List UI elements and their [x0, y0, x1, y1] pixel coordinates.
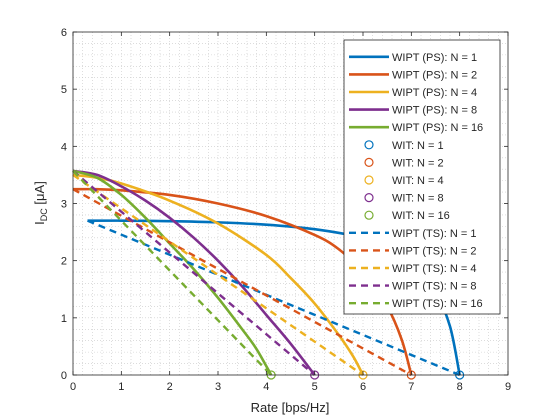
x-tick-label: 7 — [408, 381, 414, 393]
y-tick-label: 5 — [61, 84, 67, 96]
legend-label: WIPT (TS): N = 8 — [392, 281, 476, 293]
legend-label: WIPT (PS): N = 4 — [392, 87, 477, 99]
legend-label: WIT: N = 2 — [392, 157, 444, 169]
legend-label: WIT: N = 1 — [392, 140, 444, 152]
legend-label: WIPT (PS): N = 1 — [392, 52, 477, 64]
y-tick-label: 2 — [61, 256, 67, 268]
legend-label: WIT: N = 8 — [392, 193, 444, 205]
legend-label: WIPT (PS): N = 16 — [392, 122, 483, 134]
legend: WIPT (PS): N = 1 WIPT (PS): N = 2 WIPT (PS… — [344, 40, 500, 314]
legend-label: WIPT (PS): N = 2 — [392, 69, 477, 81]
y-tick-label: 0 — [61, 370, 67, 382]
x-tick-label: 3 — [215, 381, 221, 393]
legend-label: WIT: N = 4 — [392, 175, 444, 187]
y-tick-label: 6 — [61, 27, 67, 39]
x-axis-label: Rate [bps/Hz] — [251, 400, 330, 415]
x-tick-label: 0 — [70, 381, 76, 393]
legend-label: WIT: N = 16 — [392, 210, 450, 222]
legend-label: WIPT (TS): N = 2 — [392, 245, 476, 257]
legend-label: WIPT (TS): N = 16 — [392, 298, 483, 310]
x-tick-label: 4 — [263, 381, 269, 393]
x-tick-label: 9 — [505, 381, 511, 393]
x-tick-label: 5 — [312, 381, 318, 393]
legend-label: WIPT (PS): N = 8 — [392, 105, 477, 117]
legend-label: WIPT (TS): N = 1 — [392, 228, 476, 240]
x-tick-label: 2 — [167, 381, 173, 393]
x-tick-label: 1 — [118, 381, 124, 393]
x-tick-label: 8 — [457, 381, 463, 393]
legend-label: WIPT (TS): N = 4 — [392, 263, 476, 275]
x-tick-label: 6 — [360, 381, 366, 393]
y-tick-label: 3 — [61, 199, 67, 211]
y-tick-label: 1 — [61, 313, 67, 325]
y-tick-label: 4 — [61, 141, 67, 153]
